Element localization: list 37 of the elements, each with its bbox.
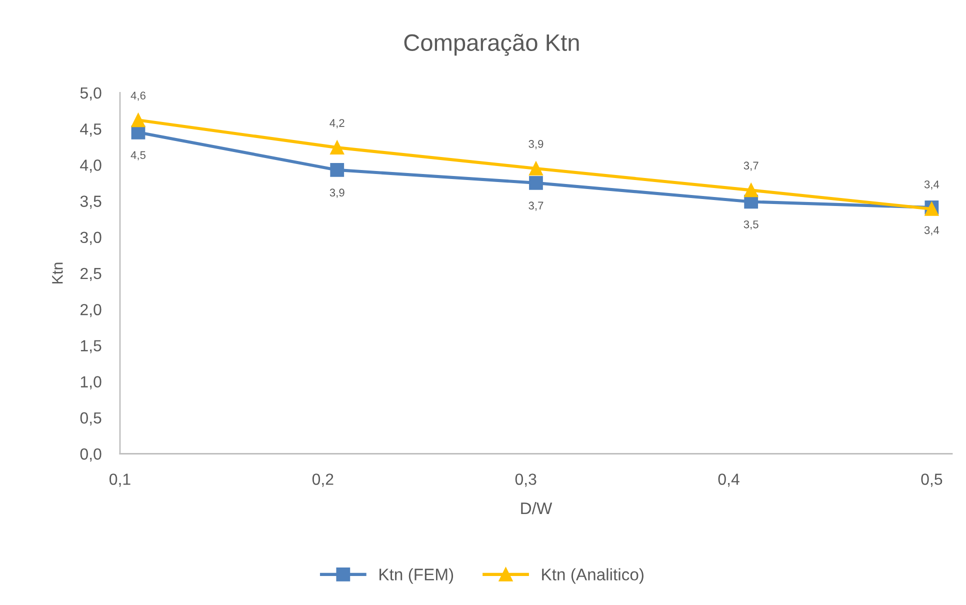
data-label: 4,2 (330, 119, 344, 128)
y-tick-label: 0,5 (80, 412, 102, 426)
y-tick-label: 4,0 (80, 160, 102, 173)
x-tick-label: 0,3 (515, 474, 536, 487)
point (131, 113, 146, 128)
data-label: 3,7 (528, 202, 544, 211)
y-axis-title: Ktn (52, 262, 63, 284)
y-tick-label: 1,5 (80, 340, 102, 354)
x-axis-title: D/W (521, 502, 552, 514)
y-tick-label: 0,0 (80, 448, 102, 462)
chart-title: Comparação Ktn (404, 34, 579, 56)
point (330, 163, 344, 177)
y-tick-label: 5,0 (80, 87, 102, 101)
data-label: 4,6 (130, 92, 146, 101)
y-tick-label: 3,5 (80, 196, 102, 209)
y-tick-label: 2,0 (80, 304, 102, 318)
legend-label: Ktn (Analitico) (542, 568, 644, 584)
x-tick-label: 0,4 (718, 474, 740, 487)
data-label: 3,9 (528, 140, 544, 150)
y-tick-label: 2,5 (80, 268, 102, 282)
point (330, 140, 344, 155)
data-label: 3,4 (924, 226, 940, 236)
y-tick-label: 1,0 (80, 376, 102, 390)
data-label: 4,5 (130, 151, 146, 160)
point (529, 176, 543, 190)
x-tick-label: 0,5 (921, 474, 942, 487)
data-label: 3,9 (330, 188, 344, 198)
legend-label: Ktn (FEM) (380, 568, 454, 584)
data-label: 3,7 (744, 162, 758, 171)
data-label: 3,4 (924, 180, 940, 190)
y-tick-label: 4,5 (80, 124, 102, 137)
data-label: 3,5 (744, 220, 758, 230)
point (744, 183, 758, 198)
x-tick-label: 0,2 (312, 474, 334, 487)
x-tick-label: 0,1 (110, 474, 130, 487)
y-tick-label: 3,0 (80, 232, 102, 245)
point (529, 162, 543, 176)
